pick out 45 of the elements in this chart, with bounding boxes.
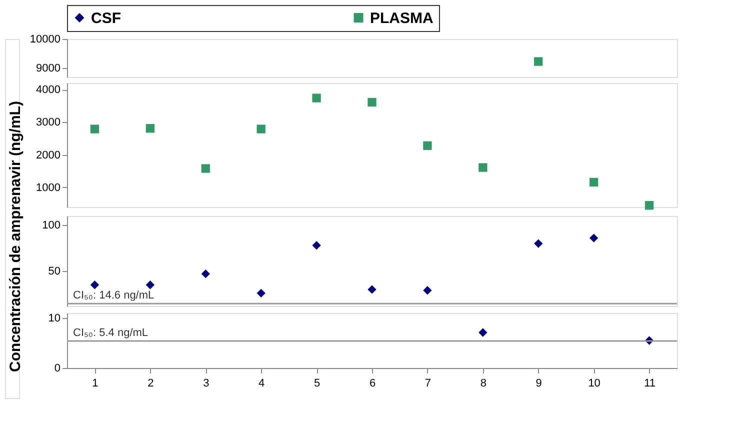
ref-line-label: CI₅₀: 5.4 ng/mL (73, 327, 148, 339)
x-tick-label: 5 (314, 378, 320, 390)
x-tick-label: 11 (644, 378, 656, 390)
x-tick-label: 1 (92, 378, 98, 390)
y-tick-label: 9000 (36, 62, 60, 75)
point (256, 124, 266, 134)
point (368, 98, 376, 107)
point (589, 234, 598, 242)
y-tick-label: 10000 (30, 34, 60, 46)
y-tick-label: 10 (48, 312, 60, 324)
y-tick-label: 50 (48, 266, 60, 278)
point (534, 239, 543, 248)
point (478, 163, 488, 172)
y-tick-label: 2000 (36, 149, 60, 162)
point (312, 94, 321, 102)
y-tick-label: 3000 (36, 116, 60, 129)
legend-label: CSF (91, 10, 121, 27)
point (90, 124, 100, 134)
point (201, 270, 210, 278)
x-tick-label: 4 (258, 378, 265, 390)
x-tick-label: 10 (588, 378, 600, 390)
x-tick-label: 3 (203, 378, 210, 390)
x-tick-label: 7 (424, 378, 432, 390)
point (589, 178, 598, 187)
x-tick-label: 2 (148, 378, 154, 390)
point (644, 201, 654, 210)
x-tick-label: 9 (536, 378, 542, 390)
point (423, 286, 432, 295)
point (423, 141, 432, 150)
ref-line-label: CI₅₀: 14.6 ng/mL (73, 290, 154, 302)
point (256, 288, 266, 298)
y-tick-label: 4000 (36, 84, 60, 96)
y-tick-label: 0 (54, 362, 60, 374)
point (146, 280, 155, 290)
point (312, 241, 321, 250)
y-axis-title: Concentración de amprenavir (ng/mL) (7, 101, 24, 372)
point (146, 124, 155, 133)
point (368, 285, 376, 294)
y-tick-label: 1000 (36, 182, 60, 194)
point (201, 164, 210, 173)
x-tick-label: 8 (480, 378, 486, 390)
legend-label: PLASMA (370, 10, 434, 27)
x-tick-label: 6 (369, 378, 376, 390)
y-tick-label: 100 (42, 220, 60, 232)
point (90, 280, 100, 290)
